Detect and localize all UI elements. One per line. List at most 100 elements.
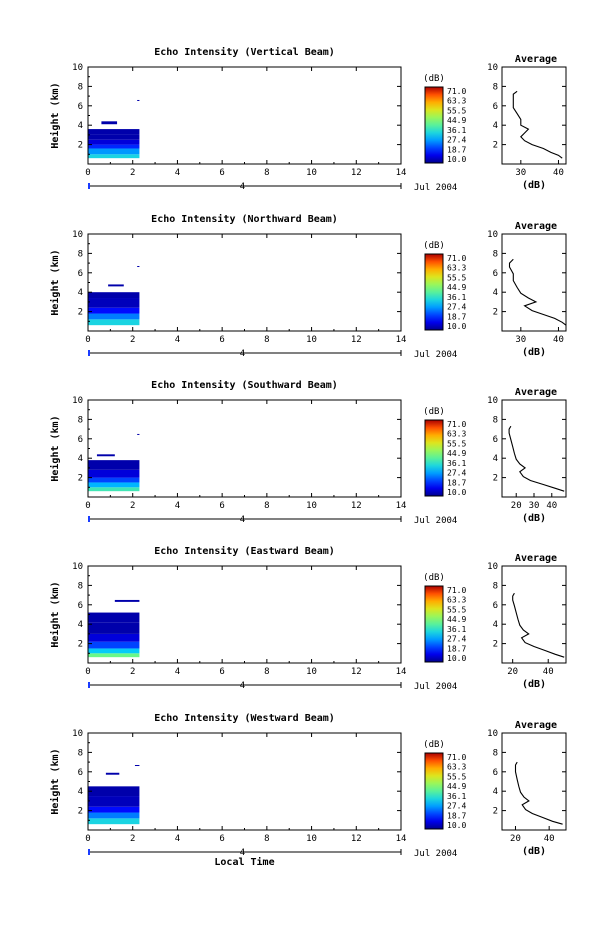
colorbar-tick-label: 36.1 <box>447 625 466 634</box>
heatmap-cell <box>88 622 140 634</box>
average-x-tick-label: 20 <box>510 834 521 844</box>
colorbar-tick-label: 55.5 <box>447 439 466 448</box>
colorbar <box>424 253 444 331</box>
x-tick-label: 12 <box>351 834 362 844</box>
average-y-tick-label: 4 <box>493 620 498 630</box>
average-y-tick-label: 4 <box>493 454 498 464</box>
y-tick-label: 6 <box>78 435 83 445</box>
average-y-tick-label: 8 <box>493 82 498 92</box>
heatmap-cell <box>88 653 140 658</box>
average-x-label: (dB) <box>522 513 546 524</box>
average-y-tick-label: 8 <box>493 581 498 591</box>
colorbar-tick-label: 27.4 <box>447 136 466 145</box>
day-start-marker <box>88 849 90 855</box>
x-tick-label: 14 <box>396 834 407 844</box>
average-axes-frame <box>501 399 567 498</box>
average-y-tick-label: 6 <box>493 102 498 112</box>
average-y-tick-label: 8 <box>493 249 498 259</box>
panel-1: Echo Intensity (Northward Beam) 2 4 6 8 10 Hei… <box>49 213 567 360</box>
colorbar-tick-label: 63.3 <box>447 763 466 772</box>
colorbar-tick-label: 44.9 <box>447 116 466 125</box>
heatmap-cell <box>88 292 140 299</box>
date-label: Jul 2004 <box>414 682 457 692</box>
average-title: Average <box>515 54 557 65</box>
x-tick-label: 6 <box>219 667 224 677</box>
average-y-tick-label: 8 <box>493 748 498 758</box>
y-tick-label: 2 <box>78 308 83 318</box>
average-axes-frame <box>501 233 567 332</box>
colorbar-tick-label: 36.1 <box>447 459 466 468</box>
x-tick-label: 8 <box>264 501 269 511</box>
x-tick-label: 0 <box>85 501 90 511</box>
x-tick-label: 10 <box>306 501 317 511</box>
heatmap-cell <box>88 307 140 314</box>
colorbar-tick-label: 63.3 <box>447 430 466 439</box>
average-x-tick-label: 40 <box>544 834 555 844</box>
x-tick-label: 12 <box>351 667 362 677</box>
colorbar-tick-label: 10.0 <box>447 322 466 331</box>
heatmap-cell <box>88 313 140 320</box>
x-tick-label: 6 <box>219 501 224 511</box>
colorbar-tick-label: 63.3 <box>447 264 466 273</box>
x-tick-label: 8 <box>264 168 269 178</box>
x-tick-label: 2 <box>130 667 135 677</box>
heatmap-cell <box>88 319 140 326</box>
heatmap-cell <box>114 599 140 602</box>
day-start-marker <box>88 183 90 189</box>
average-title: Average <box>515 387 557 398</box>
colorbar-tick-label: 10.0 <box>447 821 466 830</box>
average-x-tick-label: 40 <box>553 168 564 178</box>
colorbar-tick-label: 71.0 <box>447 87 466 96</box>
heatmap-cell <box>88 154 140 159</box>
average-profile-line <box>514 761 563 825</box>
colorbar-tick-label: 18.7 <box>447 811 466 820</box>
average-x-label: (dB) <box>522 347 546 358</box>
average-y-tick-label: 10 <box>487 230 498 240</box>
y-tick-label: 4 <box>78 620 83 630</box>
average-profile-line <box>512 592 565 658</box>
day-start-marker <box>88 682 90 688</box>
y-tick-label: 10 <box>72 396 83 406</box>
x-tick-label: 2 <box>130 168 135 178</box>
average-y-tick-label: 10 <box>487 562 498 572</box>
heatmap-cell <box>88 633 140 642</box>
x-tick-label: 14 <box>396 501 407 511</box>
date-label: Jul 2004 <box>414 183 457 193</box>
average-y-tick-label: 10 <box>487 729 498 739</box>
heatmap-cell <box>88 139 140 145</box>
x-tick-label: 4 <box>175 667 180 677</box>
y-axis-label: Height (km) <box>49 249 61 315</box>
average-y-tick-label: 2 <box>493 807 498 817</box>
heatmap-cell <box>88 812 140 819</box>
panel-title: Echo Intensity (Southward Beam) <box>151 379 338 391</box>
heatmap-cell <box>88 818 140 825</box>
average-y-tick-label: 4 <box>493 787 498 797</box>
colorbar-tick-label: 44.9 <box>447 283 466 292</box>
panel-title: Echo Intensity (Northward Beam) <box>151 213 338 225</box>
colorbar-tick-label: 71.0 <box>447 753 466 762</box>
colorbar-tick-label: 18.7 <box>447 145 466 154</box>
colorbar <box>424 86 444 164</box>
day-start-marker <box>88 516 90 522</box>
heatmap-cell <box>137 99 140 101</box>
heatmap-cell <box>88 148 140 155</box>
heatmap-cell <box>88 298 140 308</box>
colorbar-tick-label: 18.7 <box>447 644 466 653</box>
heatmap-cell <box>88 786 140 797</box>
heatmap-cell <box>88 129 140 135</box>
x-tick-label: 0 <box>85 834 90 844</box>
colorbar-tick-label: 55.5 <box>447 106 466 115</box>
y-axis-label: Height (km) <box>49 581 61 647</box>
colorbar-tick-label: 10.0 <box>447 654 466 663</box>
average-y-tick-label: 4 <box>493 288 498 298</box>
average-title: Average <box>515 720 557 731</box>
x-tick-label: 10 <box>306 168 317 178</box>
heatmap-cell <box>88 482 140 488</box>
x-tick-label: 12 <box>351 168 362 178</box>
heatmap-cell <box>88 648 140 654</box>
colorbar-tick-label: 36.1 <box>447 293 466 302</box>
colorbar-tick-label: 36.1 <box>447 792 466 801</box>
x-tick-label: 14 <box>396 335 407 345</box>
y-tick-label: 6 <box>78 601 83 611</box>
x-tick-label: 6 <box>219 168 224 178</box>
